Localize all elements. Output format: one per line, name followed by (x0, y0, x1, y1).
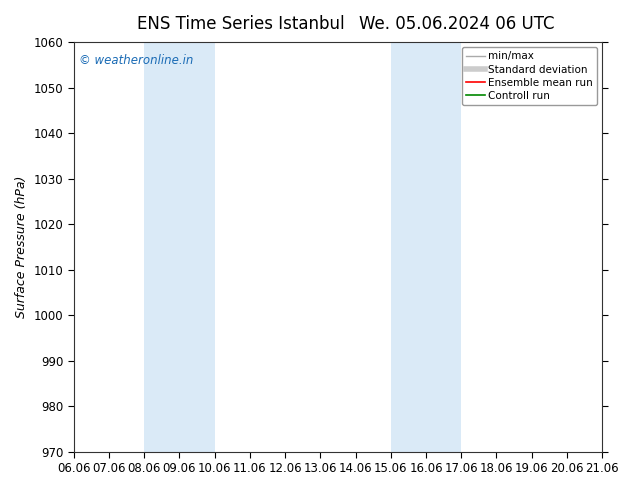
Bar (391, 42, 462, 452)
Y-axis label: Surface Pressure (hPa): Surface Pressure (hPa) (15, 175, 28, 318)
Legend: min/max, Standard deviation, Ensemble mean run, Controll run: min/max, Standard deviation, Ensemble me… (462, 47, 597, 105)
Text: © weatheronline.in: © weatheronline.in (79, 54, 193, 67)
Text: ENS Time Series Istanbul: ENS Time Series Istanbul (137, 15, 345, 33)
Text: We. 05.06.2024 06 UTC: We. 05.06.2024 06 UTC (359, 15, 554, 33)
Bar (144, 42, 215, 452)
